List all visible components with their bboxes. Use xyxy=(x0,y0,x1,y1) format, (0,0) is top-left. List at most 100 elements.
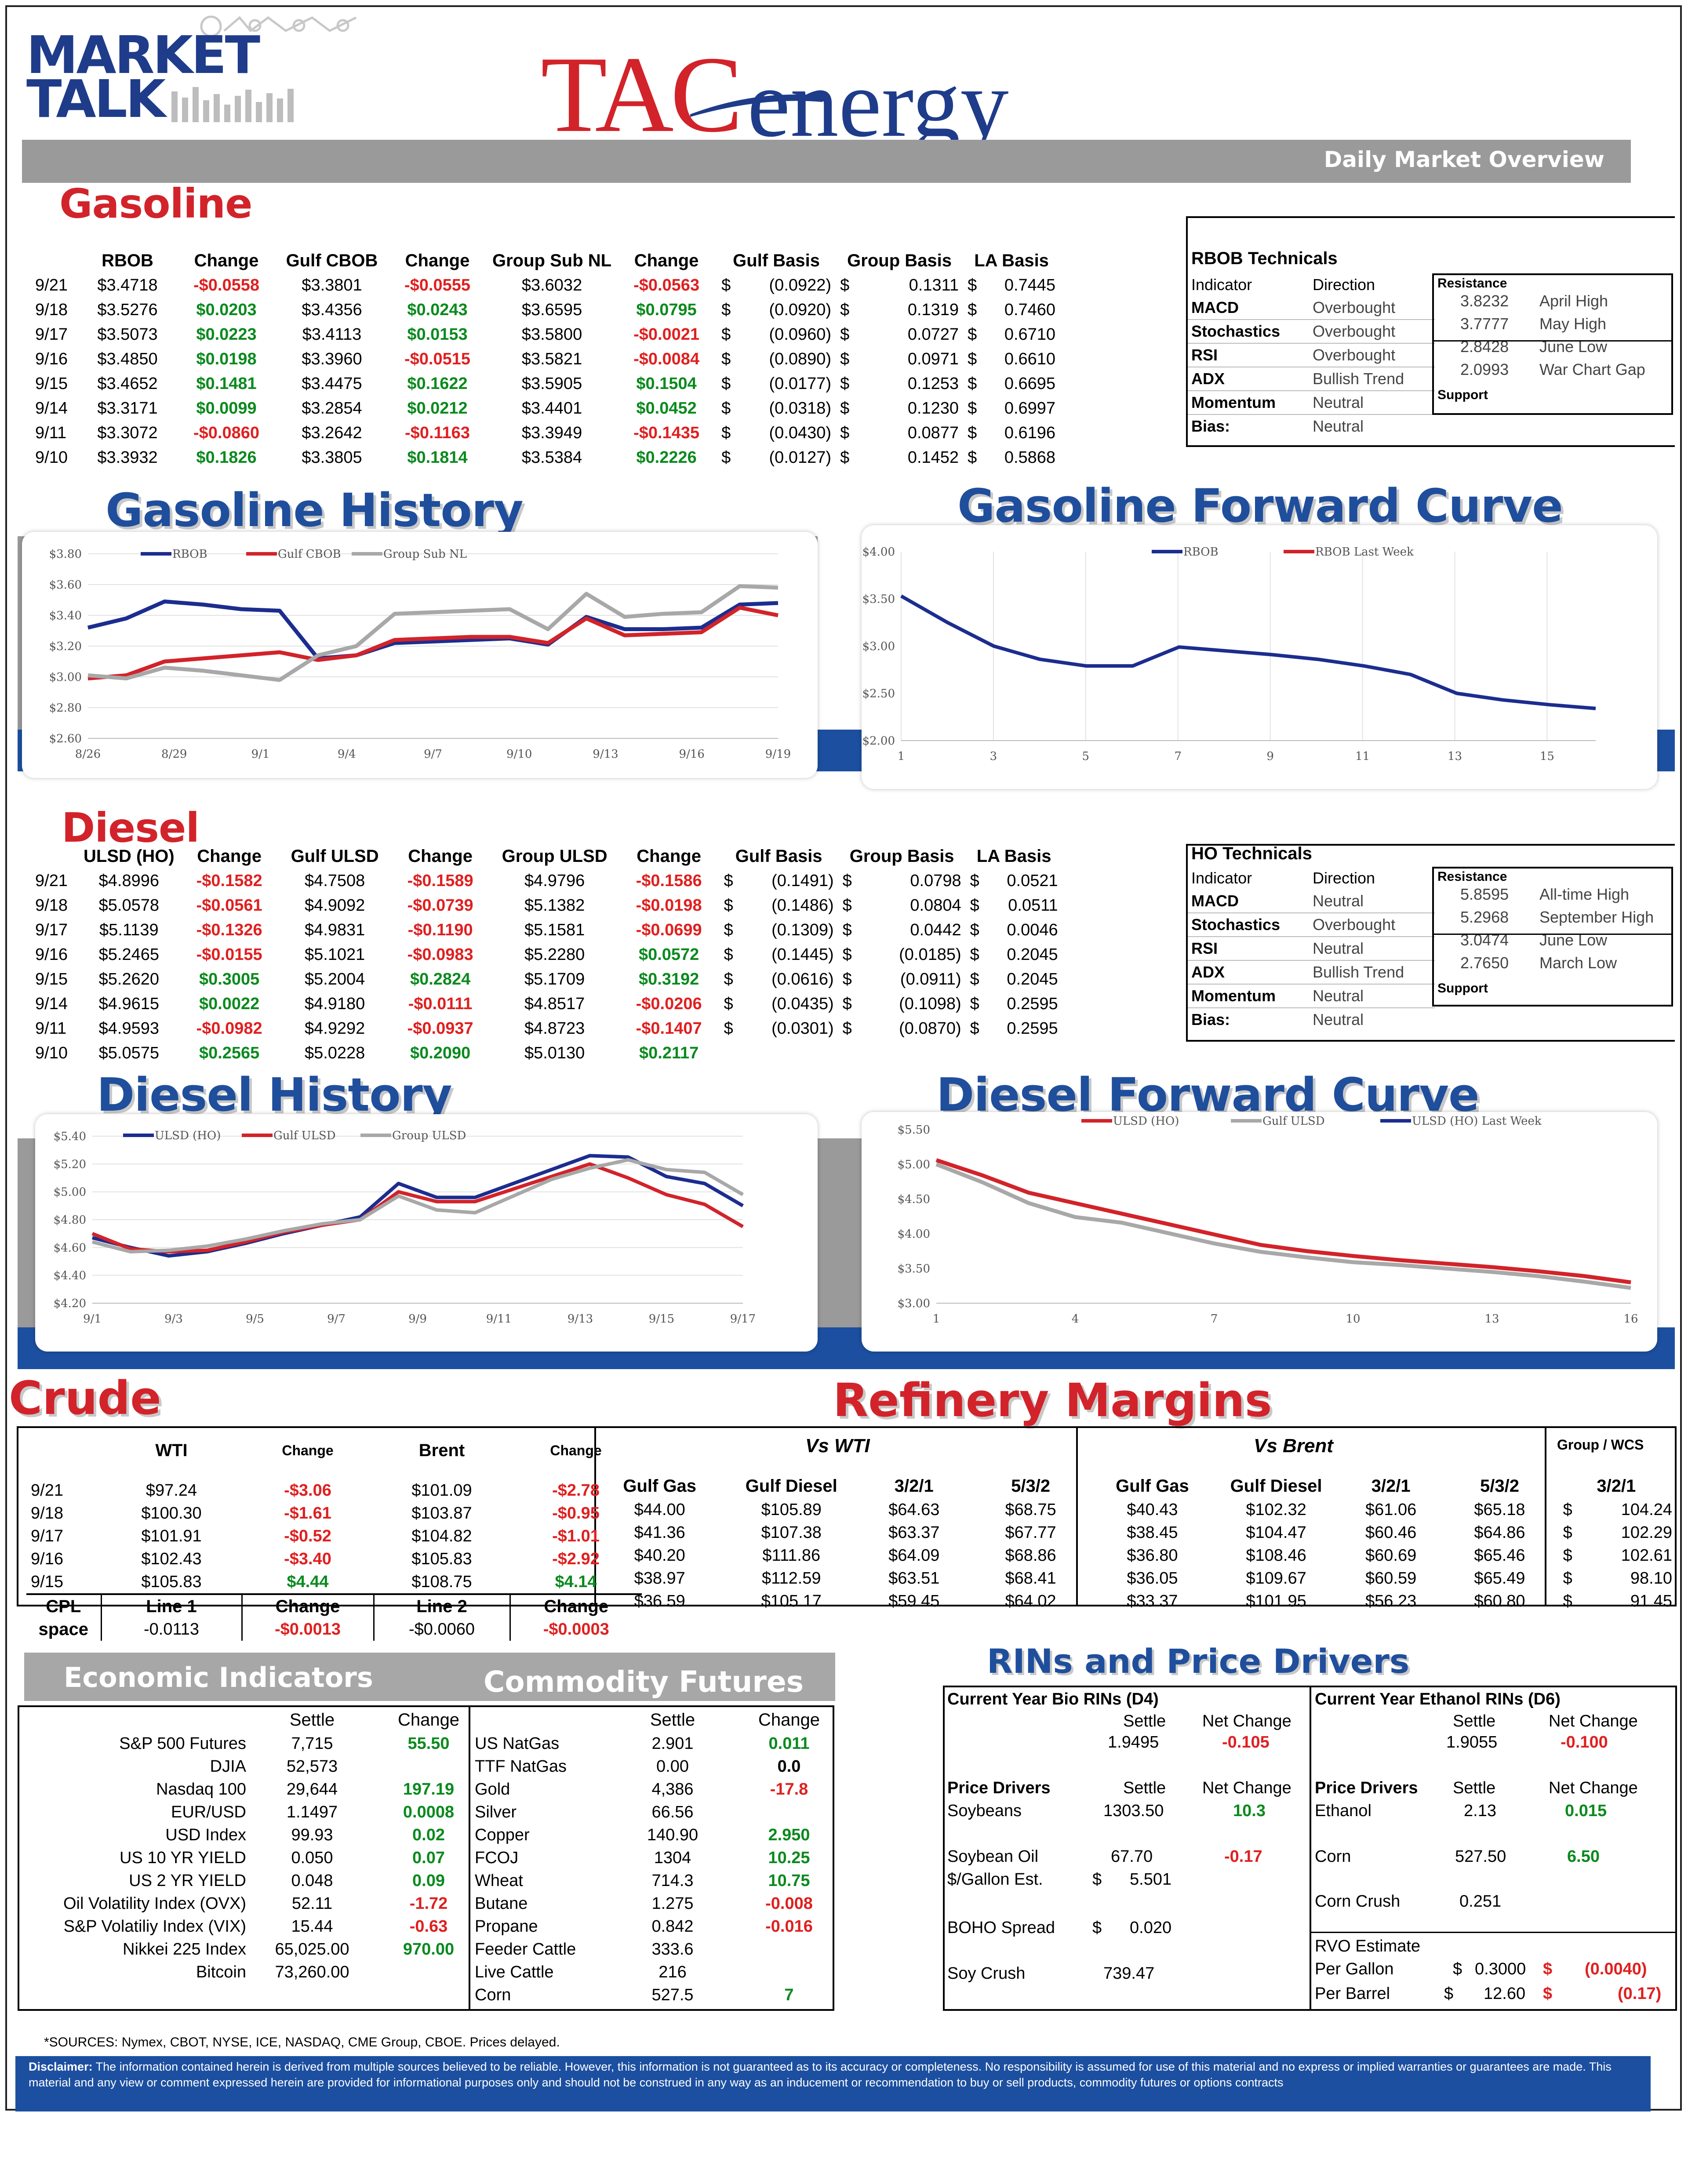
level-value: 2.0993 xyxy=(1460,360,1509,378)
sc-row: Oil Volatility Index (OVX) 52.11 -1.72 xyxy=(22,1892,484,1915)
tech-header: Indicator xyxy=(1191,869,1252,887)
dollar-sign: $ xyxy=(840,276,850,294)
cell-brent: $101.09 xyxy=(411,1481,472,1500)
sc-name: Corn xyxy=(475,1986,511,2004)
cell-date: 9/17 xyxy=(35,325,68,344)
cell-c3: -$0.1407 xyxy=(636,1019,702,1038)
cell-c1: $0.3005 xyxy=(199,970,260,988)
cell-gulf: $3.3960 xyxy=(302,350,362,368)
cell-c3: $0.3192 xyxy=(638,970,699,988)
per-gallon-change: (0.0040) xyxy=(1585,1960,1647,1978)
x-tick-label: 9 xyxy=(1266,750,1274,763)
gallon-dollar: $ xyxy=(1092,1870,1102,1889)
sc-change xyxy=(374,1961,484,1984)
dollar-sign: $ xyxy=(721,424,731,442)
soy-crush-value: 739.47 xyxy=(1103,1964,1155,1983)
legend-label: ULSD (HO) xyxy=(155,1129,221,1142)
column-header: RBOB xyxy=(102,251,153,270)
legend-label: RBOB xyxy=(1183,545,1219,559)
cell-wc: -$3.06 xyxy=(284,1481,331,1500)
cell-c2: -$0.1190 xyxy=(407,921,473,939)
dollar-sign: $ xyxy=(724,970,733,988)
cell-group_basis: $ (0.0185) xyxy=(838,942,966,967)
vs-wti-label: Vs WTI xyxy=(805,1435,870,1457)
cell-c3: -$0.0699 xyxy=(636,921,702,939)
cell-rbob: $4.8996 xyxy=(98,872,159,890)
dollar-sign: $ xyxy=(842,995,852,1013)
dollar-sign: $ xyxy=(721,301,731,319)
basis-value: (0.0920) xyxy=(769,301,832,319)
tech-row: Momentum Neutral xyxy=(1188,391,1435,414)
sc-settle: 140.90 xyxy=(647,1826,698,1844)
cpl-header: Line 2 xyxy=(373,1594,510,1618)
sc-settle: 0.842 xyxy=(651,1917,694,1936)
x-tick-label: 11 xyxy=(1355,750,1370,763)
tech-title: HO Technicals xyxy=(1191,844,1312,863)
d4-title: Current Year Bio RINs (D4) xyxy=(947,1690,1159,1708)
tech-row: MACD Overbought xyxy=(1188,296,1435,320)
cell-bc: $4.14 xyxy=(555,1573,597,1591)
x-tick-label: 8/29 xyxy=(161,748,187,761)
crude-title: Crude xyxy=(9,1371,161,1425)
cell-b532: $65.46 xyxy=(1474,1546,1525,1565)
cell-c2: -$0.1589 xyxy=(407,872,473,890)
legend-label: ULSD (HO) xyxy=(1113,1115,1179,1128)
margins-column-header: 3/2/1 xyxy=(894,1476,934,1496)
cell-wcs: $98.10 xyxy=(1556,1567,1677,1590)
x-tick-label: 9/1 xyxy=(251,748,270,761)
cell-c2: $0.0153 xyxy=(407,325,468,344)
dollar-sign: $ xyxy=(970,872,979,890)
support-label: Support xyxy=(1437,388,1488,402)
cell-c3: $0.1504 xyxy=(636,374,697,393)
diesel-history-chart: $4.20 $4.40 $4.60 $4.80 $5.00 $5.20 $5.40 9/1 9/… xyxy=(54,1129,756,1326)
y-tick-label: $2.60 xyxy=(49,732,82,745)
sc-row: Nasdaq 100 29,644 197.19 xyxy=(22,1778,484,1801)
basis-value: (0.1491) xyxy=(771,872,834,890)
dollar-sign: $ xyxy=(970,896,979,915)
cell-group: $5.2280 xyxy=(524,945,585,964)
sc-settle: 0.00 xyxy=(656,1757,689,1776)
table-row: 9/17 $3.5073 $0.0223 $3.4113 $0.0153 $3.5800 -… xyxy=(31,322,1060,347)
basis-value: (0.1445) xyxy=(771,945,834,964)
cell-w532: $64.02 xyxy=(1005,1592,1056,1610)
cell-gulf_basis: $ (0.0127) xyxy=(717,445,836,470)
sc-header-row: Settle Change xyxy=(470,1708,844,1732)
settle-header: Settle xyxy=(1123,1779,1166,1797)
cell-rbob: $5.2465 xyxy=(98,945,159,964)
basis-value: (0.0127) xyxy=(769,448,832,467)
cell-group_basis: $0.0798 xyxy=(838,869,966,893)
y-tick-label: $4.20 xyxy=(54,1297,86,1310)
cell-c2: $0.1814 xyxy=(407,448,468,467)
cell-brent: $108.75 xyxy=(411,1573,472,1591)
x-tick-label: 9/10 xyxy=(506,748,532,761)
basis-value: 0.5868 xyxy=(1004,448,1056,467)
cell-wc: -$1.61 xyxy=(284,1504,331,1523)
cell-group_basis: $ (0.0911) xyxy=(838,967,966,992)
x-tick-label: 9/13 xyxy=(593,748,618,761)
cell-b321: $56.23 xyxy=(1365,1592,1417,1610)
sc-settle: 714.3 xyxy=(651,1871,694,1890)
sc-row: Wheat 714.3 10.75 xyxy=(470,1869,844,1892)
y-tick-label: $5.40 xyxy=(54,1130,86,1143)
level-value: 3.8232 xyxy=(1460,292,1509,310)
cell-c1: -$0.1582 xyxy=(196,872,262,890)
gasoline-title: Gasoline xyxy=(59,180,253,227)
y-tick-label: $5.00 xyxy=(54,1186,86,1199)
cell-c1: -$0.0982 xyxy=(196,1019,262,1038)
cell-brent: $105.83 xyxy=(411,1550,472,1568)
margins-header-row: Gulf Gas Gulf Diesel 3/2/1 5/3/2 Gulf Gas Gul… xyxy=(594,1474,1677,1498)
basis-value: (0.0435) xyxy=(771,995,834,1013)
indicator: Stochastics xyxy=(1191,322,1281,340)
gasoline-history-title: Gasoline History xyxy=(106,483,524,537)
table-row: 9/16 $5.2465 -$0.0155 $5.1021 -$0.0983 $5.228… xyxy=(31,942,1062,967)
level-note: All-time High xyxy=(1539,885,1630,903)
cell-group: $3.3949 xyxy=(521,424,582,442)
cell-w532: $68.41 xyxy=(1005,1569,1056,1588)
cell-date: 9/18 xyxy=(31,1504,63,1523)
margins-grid: Gulf Gas Gulf Diesel 3/2/1 5/3/2 Gulf Gas Gul… xyxy=(594,1474,1677,1613)
dollar-sign: $ xyxy=(970,970,979,988)
cell-c1: -$0.0561 xyxy=(196,896,262,915)
cell-bd: $104.47 xyxy=(1246,1523,1306,1542)
column-header: ULSD (HO) xyxy=(84,847,175,866)
sc-settle: 1304 xyxy=(654,1849,691,1867)
